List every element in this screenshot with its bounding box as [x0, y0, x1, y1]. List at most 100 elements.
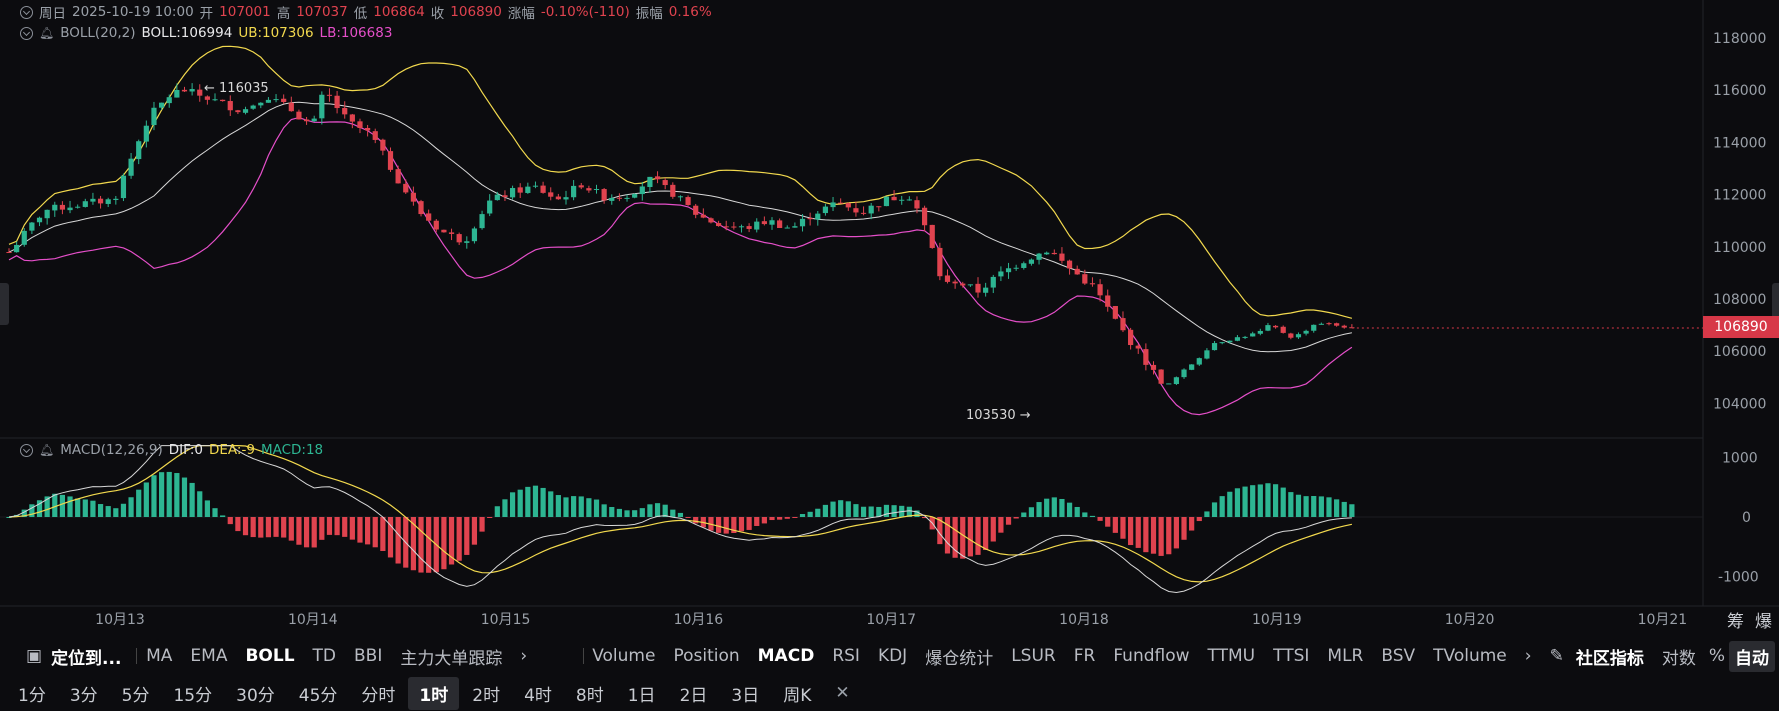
divider — [136, 648, 138, 664]
candle-body — [197, 89, 203, 96]
locate-icon[interactable]: ▣ — [26, 646, 43, 666]
macd-histogram-bar — [1334, 499, 1340, 517]
more-main-indicators-chevron-icon[interactable]: › — [520, 646, 528, 666]
timeframe-timeline[interactable]: 分时 — [361, 685, 396, 706]
timeframe-1d[interactable]: 1日 — [627, 685, 656, 706]
candle-body — [14, 244, 20, 253]
indicator-mlr[interactable]: MLR — [1327, 646, 1364, 666]
timeframe-weekly[interactable]: 周K — [783, 685, 812, 706]
indicator-ttmu[interactable]: TTMU — [1207, 646, 1256, 666]
macd-histogram-bar — [1303, 496, 1309, 517]
indicator-position[interactable]: Position — [673, 646, 740, 666]
timeframe-2h[interactable]: 2时 — [472, 685, 501, 706]
indicator-tvolume[interactable]: TVolume — [1433, 646, 1507, 666]
macd-histogram-bar — [502, 499, 508, 517]
candle-body — [159, 102, 165, 108]
candle-body — [1295, 334, 1302, 338]
date-axis-label: 10月16 — [674, 612, 724, 628]
indicator-bbi[interactable]: BBI — [354, 646, 383, 666]
macd-histogram-bar — [44, 496, 50, 517]
more-sub-indicators-chevron-icon[interactable]: › — [1524, 646, 1532, 666]
timeframe-3d[interactable]: 3日 — [731, 685, 760, 706]
candle-body — [593, 188, 600, 190]
close-icon[interactable]: ✕ — [835, 683, 850, 703]
macd-name[interactable]: MACD(12,26,9) — [60, 442, 163, 458]
macd-histogram-bar — [128, 497, 134, 517]
candle-body — [303, 119, 310, 122]
collapse-chevron-icon[interactable] — [20, 443, 33, 457]
macd-histogram-bar — [21, 509, 27, 517]
indicator-bsv[interactable]: BSV — [1381, 646, 1416, 666]
timeframe-15m[interactable]: 15分 — [173, 685, 213, 706]
timeframe-8h[interactable]: 8时 — [575, 685, 604, 706]
timeframe-2d[interactable]: 2日 — [679, 685, 708, 706]
candle-body — [136, 141, 142, 160]
candle-body — [906, 199, 912, 201]
candle-body — [1143, 349, 1149, 365]
candle-body — [1181, 369, 1187, 378]
indicator-rsi[interactable]: RSI — [832, 646, 860, 666]
candle-body — [845, 203, 851, 208]
macd-histogram-bar — [273, 517, 279, 537]
macd-histogram-bar — [1044, 498, 1050, 517]
indicator-ttsi[interactable]: TTSI — [1273, 646, 1310, 666]
right-panel-handle[interactable] — [1772, 283, 1779, 325]
macd-histogram-bar — [143, 482, 149, 517]
timeframe-3m[interactable]: 3分 — [69, 685, 98, 706]
date-axis-label: 10月17 — [866, 612, 916, 628]
indicator-lsur[interactable]: LSUR — [1011, 646, 1056, 666]
timeframe-30m[interactable]: 30分 — [236, 685, 275, 706]
indicator-ma[interactable]: MA — [146, 646, 173, 666]
indicator-macd[interactable]: MACD — [757, 646, 815, 666]
macd-histogram-bar — [853, 504, 859, 517]
macd-histogram-bar — [1028, 507, 1035, 517]
timeframe-5m[interactable]: 5分 — [121, 685, 150, 706]
macd-histogram-bar — [1181, 517, 1187, 540]
indicator-fundflow[interactable]: Fundflow — [1113, 646, 1190, 666]
percent-scale-toggle[interactable]: % — [1708, 646, 1725, 666]
close-value: 106890 — [450, 4, 502, 20]
candle-body — [1265, 325, 1271, 331]
bell-icon[interactable]: 🔔︎ — [39, 443, 55, 457]
candle-body — [914, 200, 920, 209]
candle-body — [647, 176, 653, 187]
timeframe-1m[interactable]: 1分 — [18, 685, 46, 706]
candle-body — [410, 192, 416, 202]
indicator-boll[interactable]: BOLL — [245, 646, 295, 666]
boll-name[interactable]: BOLL(20,2) — [60, 25, 136, 41]
candle-body — [250, 105, 256, 109]
locate-button[interactable]: 定位到... — [51, 648, 122, 669]
candle-body — [990, 276, 996, 288]
macd-histogram-bar — [838, 500, 844, 517]
auto-scale-toggle[interactable]: 自动 — [1729, 640, 1775, 672]
indicator-liquidation[interactable]: 爆仓统计 — [925, 648, 994, 669]
indicator-kdj[interactable]: KDJ — [877, 646, 908, 666]
collapse-chevron-icon[interactable] — [20, 5, 33, 19]
indicator-td[interactable]: TD — [312, 646, 337, 666]
macd-histogram-bar — [357, 517, 363, 543]
timeframe-1h[interactable]: 1时 — [408, 676, 460, 710]
edit-icon[interactable]: ✎ — [1549, 646, 1564, 666]
indicator-fr[interactable]: FR — [1073, 646, 1096, 666]
indicator-main-force[interactable]: 主力大单跟踪 — [400, 648, 503, 669]
low-label: 低 — [353, 6, 368, 22]
macd-histogram-bar — [1051, 497, 1057, 517]
collapse-chevron-icon[interactable] — [20, 26, 33, 40]
log-scale-toggle[interactable]: 对数 — [1661, 648, 1696, 669]
timeframe-4h[interactable]: 4时 — [524, 685, 552, 706]
timeframe-45m[interactable]: 45分 — [298, 685, 338, 706]
macd-histogram-bar — [891, 505, 897, 517]
left-panel-handle[interactable] — [0, 283, 9, 325]
candle-body — [670, 184, 676, 197]
macd-histogram-bar — [456, 517, 462, 561]
kline-chart[interactable]: 118000 116000 114000 112000 110000 108000 1060… — [0, 0, 1779, 638]
liquidation-label[interactable]: 爆 — [1755, 612, 1772, 632]
macd-histogram-bar — [677, 512, 684, 517]
community-indicators-button[interactable]: 社区指标 — [1575, 648, 1644, 669]
indicator-ema[interactable]: EMA — [190, 646, 228, 666]
chip-distribution-label[interactable]: 筹 — [1727, 612, 1744, 632]
bell-icon[interactable]: 🔔︎ — [39, 26, 55, 40]
candle-body — [502, 195, 508, 198]
macd-histogram-bar — [1257, 484, 1263, 517]
indicator-volume[interactable]: Volume — [592, 646, 656, 666]
